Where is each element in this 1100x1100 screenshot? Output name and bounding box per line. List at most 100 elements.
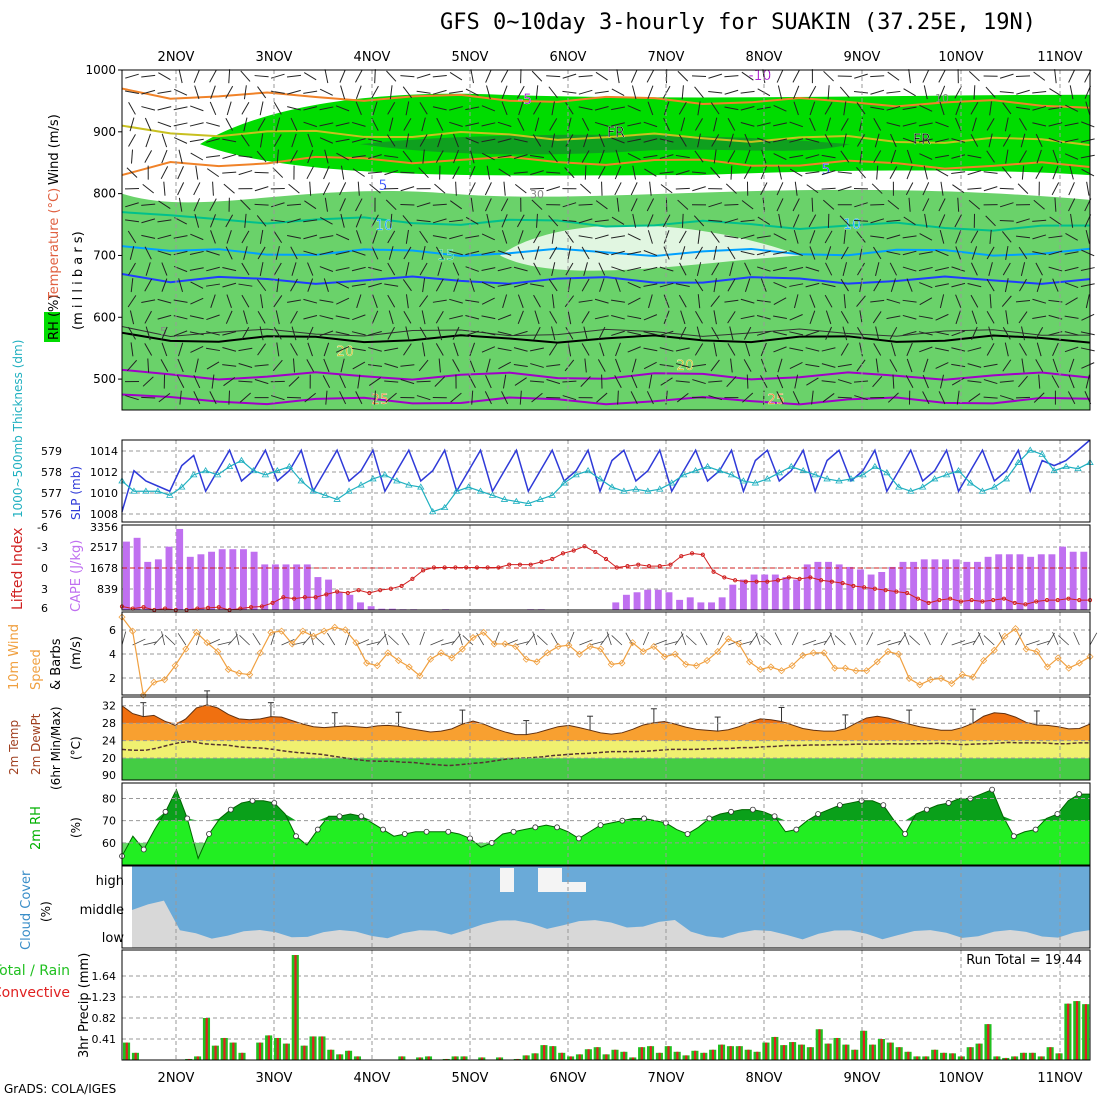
wind-barb [886, 298, 901, 304]
wind-barb [724, 75, 739, 78]
cape-bar [314, 577, 322, 610]
wind-barb [627, 346, 641, 353]
wind-marker [1054, 654, 1062, 662]
precip-conv-bar [1067, 1003, 1070, 1060]
cape-axis-label: CAPE (J/kg) [69, 540, 84, 612]
wind-barb [1001, 295, 1012, 307]
rh-marker [510, 828, 517, 835]
wind-barb [660, 184, 673, 194]
wind-barb [533, 294, 541, 308]
wind-barb [741, 71, 754, 81]
wind-barb [983, 186, 998, 192]
wind-barb [809, 117, 816, 131]
wind-barb [551, 326, 556, 341]
wind-barb [649, 181, 652, 196]
contour-label: 20 [336, 344, 354, 360]
rh-axis-label: 2m RH [29, 806, 44, 850]
wind-barb [725, 183, 737, 194]
wind-barb [598, 262, 606, 276]
wind-barb [288, 183, 300, 194]
precip-conv-bar [1058, 1053, 1061, 1060]
thickness-marker [1074, 464, 1082, 472]
wind-barb [1036, 149, 1042, 164]
wind-barb [374, 390, 376, 405]
rh-legend-swatch [44, 312, 60, 342]
wind-barb [497, 347, 512, 352]
thickness-marker [512, 497, 521, 504]
wind-barb [189, 122, 204, 127]
wind-barb [309, 181, 312, 196]
wind-barb [465, 235, 480, 239]
wind-barb [680, 631, 687, 646]
wind-barb [940, 181, 944, 196]
wind-barb [327, 632, 336, 646]
cape-bar [771, 574, 779, 610]
wind-barb [776, 374, 784, 389]
wind-barb [872, 375, 883, 388]
wind-barb [857, 327, 865, 340]
wind-barb [400, 186, 415, 192]
rh-marker [336, 813, 343, 820]
precip-conv-bar [578, 1054, 581, 1060]
thickness-marker [572, 471, 580, 478]
wind-barb [710, 295, 720, 308]
thickness-marker [859, 471, 867, 478]
wind-barb [685, 635, 697, 646]
wind-barb [384, 283, 399, 287]
wind-barb [999, 91, 1014, 94]
wind-barb [128, 327, 136, 340]
profile-units: (m i l l i b a r s) [71, 231, 86, 330]
wind-barb [615, 342, 621, 357]
wind-barb [551, 101, 555, 116]
precip-conv-bar [969, 1047, 972, 1060]
wind-barb [889, 166, 898, 179]
wind-barb [405, 326, 410, 341]
wind-barb [517, 230, 524, 244]
rh-marker [423, 828, 430, 835]
wind-barb [951, 138, 966, 143]
wind-barb [659, 282, 674, 288]
wind-barb [840, 246, 849, 260]
precip-conv-bar [445, 1058, 448, 1060]
wind-barb [1052, 342, 1059, 357]
wind-barb [746, 374, 749, 389]
wind-barb [1065, 297, 1078, 306]
wind-barb [919, 233, 933, 241]
li-marker [507, 562, 512, 567]
wind-marker [341, 626, 349, 634]
wind-barb [611, 235, 625, 239]
wind-barb [676, 392, 689, 403]
wind-barb [402, 86, 413, 99]
wind-barb [257, 86, 267, 99]
wind-barb [291, 326, 297, 341]
wind-barb [551, 262, 556, 276]
wind-barb [562, 395, 577, 401]
wind-barb [1069, 85, 1074, 100]
cape-bar [952, 559, 960, 610]
cape-bar [676, 599, 684, 610]
wind-marker [522, 655, 530, 663]
rh-marker [749, 806, 756, 813]
thickness-marker [333, 495, 341, 502]
thickness-marker [727, 471, 736, 478]
thickness-marker [907, 487, 915, 494]
wind-barb [173, 330, 188, 337]
wind-marker [735, 640, 743, 648]
wind-marker [405, 663, 413, 671]
wind-barb [335, 315, 350, 320]
li-tick-label: 0 [41, 562, 48, 575]
wind-barb [789, 249, 803, 257]
wind-barb [700, 632, 708, 646]
rh-marker [249, 797, 256, 804]
li-marker [205, 605, 211, 610]
rh-label: 10 [935, 92, 949, 105]
wind-barb [971, 326, 978, 340]
wind-marker [139, 691, 147, 699]
wind-barb [273, 327, 282, 340]
temperature-contour [121, 331, 1091, 344]
wind-barb [127, 230, 137, 244]
thickness-marker [811, 471, 819, 478]
cape-bar [325, 579, 333, 610]
wind-barb [760, 165, 767, 180]
wind-barb [432, 89, 447, 95]
